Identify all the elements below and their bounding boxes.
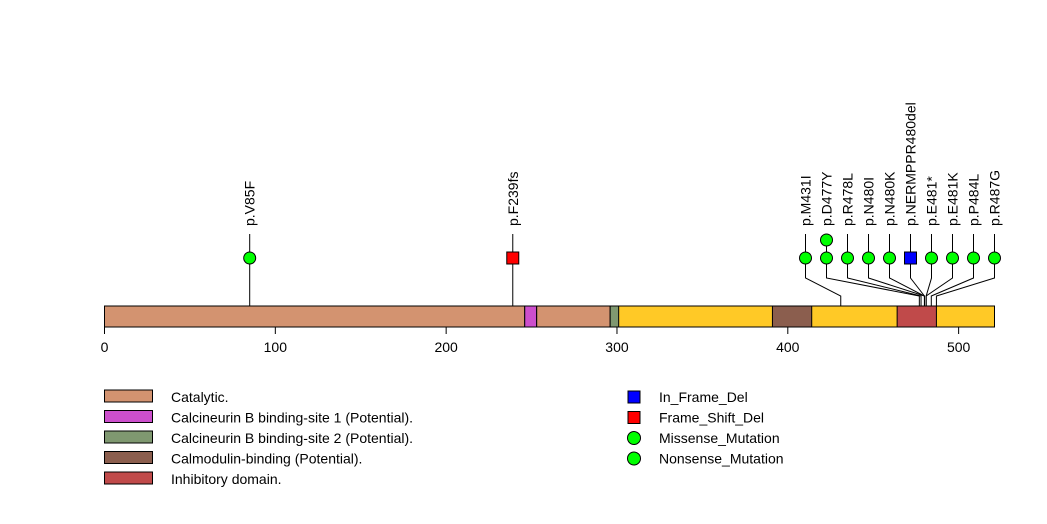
mutation-labels: p.V85F p.F239fs p.M431I p.D477Y p.R478L p.N48… bbox=[242, 102, 1003, 226]
legend-marker bbox=[627, 411, 641, 424]
legend-label: Calcineurin B binding-site 1 (Potential)… bbox=[171, 410, 413, 426]
domain-group bbox=[104, 305, 937, 328]
mutation-type-legend: In_Frame_Del Frame_Shift_Del Missense_Muta… bbox=[627, 389, 784, 467]
x-tick-label: 500 bbox=[947, 339, 971, 355]
mutation-markers bbox=[243, 233, 1001, 265]
legend-swatch bbox=[104, 410, 153, 423]
mutation-marker bbox=[820, 233, 833, 247]
mutation-marker bbox=[820, 251, 833, 265]
mutation-marker bbox=[506, 251, 520, 265]
mutation-label: p.NERMPPR480del bbox=[903, 102, 919, 226]
x-tick-label: 400 bbox=[776, 339, 800, 355]
legend-label: Inhibitory domain. bbox=[171, 471, 282, 487]
legend-swatch bbox=[104, 451, 153, 464]
legend-label: In_Frame_Del bbox=[659, 389, 748, 405]
legend-label: Frame_Shift_Del bbox=[659, 410, 764, 426]
legend-label: Missense_Mutation bbox=[659, 430, 780, 446]
mutation-label: p.N480I bbox=[861, 177, 877, 226]
mutation-marker bbox=[967, 251, 980, 265]
mutation-label: p.N480K bbox=[882, 171, 898, 226]
legend-marker bbox=[627, 451, 641, 466]
x-tick-label: 0 bbox=[101, 339, 109, 355]
domain-block bbox=[536, 305, 611, 328]
x-axis: 0 100 200 300 400 500 bbox=[101, 326, 971, 355]
domain-legend: Catalytic. Calcineurin B binding-site 1 (… bbox=[104, 389, 413, 487]
mutation-label: p.M431I bbox=[798, 175, 814, 226]
mutation-marker bbox=[904, 251, 917, 265]
legend-marker bbox=[627, 431, 641, 445]
legend-swatch bbox=[104, 430, 153, 444]
mutation-label: p.V85F bbox=[242, 181, 258, 226]
legend-swatch bbox=[104, 389, 153, 403]
mutation-label: p.F239fs bbox=[505, 172, 521, 226]
domain-block bbox=[104, 305, 526, 328]
mutation-marker bbox=[841, 251, 854, 265]
mutation-label: p.D477Y bbox=[819, 171, 835, 226]
legend-marker bbox=[627, 390, 641, 404]
mutation-marker bbox=[243, 251, 257, 265]
x-tick-label: 100 bbox=[264, 339, 288, 355]
x-tick-label: 300 bbox=[605, 339, 629, 355]
domain-block bbox=[896, 305, 937, 328]
legend-label: Calmodulin-binding (Potential). bbox=[171, 451, 362, 467]
mutation-marker bbox=[946, 251, 959, 265]
mutation-label: p.E481K bbox=[945, 172, 961, 226]
mutation-marker bbox=[925, 251, 938, 265]
domain-block bbox=[609, 305, 620, 328]
legend-label: Nonsense_Mutation bbox=[659, 451, 784, 467]
legend-label: Catalytic. bbox=[171, 389, 229, 405]
mutation-label: p.P484L bbox=[966, 174, 982, 226]
mutation-marker bbox=[862, 251, 875, 265]
mutation-marker bbox=[883, 251, 896, 265]
mutation-label: p.R478L bbox=[840, 173, 856, 226]
x-tick-label: 200 bbox=[434, 339, 458, 355]
mutation-label: p.R487G bbox=[987, 170, 1003, 226]
domain-block bbox=[771, 305, 813, 328]
domain-block bbox=[524, 305, 538, 328]
mutation-marker bbox=[799, 251, 812, 265]
mutation-label: p.E481* bbox=[924, 176, 940, 226]
mutation-marker bbox=[988, 251, 1001, 265]
legend-label: Calcineurin B binding-site 2 (Potential)… bbox=[171, 430, 413, 446]
legend-swatch bbox=[104, 471, 153, 485]
